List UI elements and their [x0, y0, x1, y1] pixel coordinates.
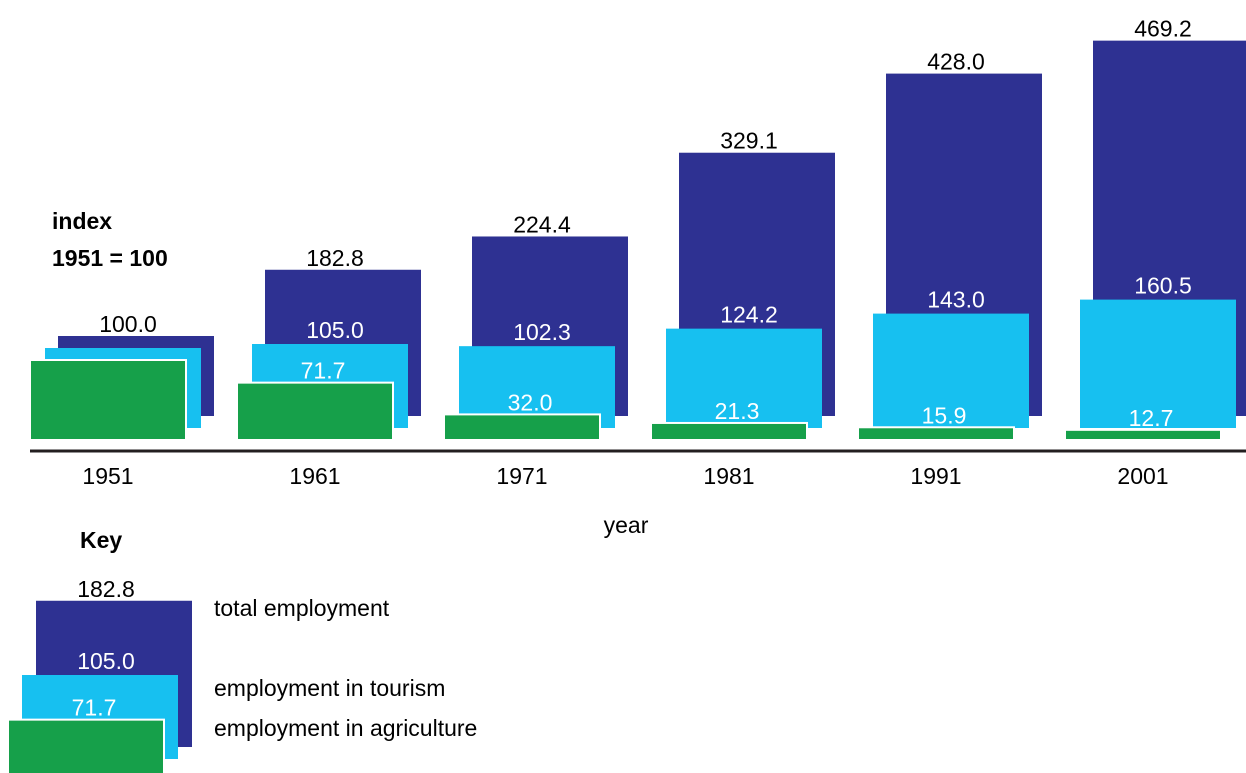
value-label-tourism: 143.0	[927, 287, 985, 313]
bar-group-1991: 428.0 143.0 15.9	[857, 49, 1042, 441]
x-tick-1951: 1951	[82, 463, 133, 489]
bar-group-1951: 100.0	[29, 311, 214, 441]
bar-employment-in-tourism	[1080, 299, 1236, 428]
legend-label-agriculture: employment in agriculture	[214, 715, 477, 741]
value-label-total: 224.4	[513, 211, 571, 237]
bar-employment-in-tourism	[666, 328, 822, 428]
value-label-agriculture: 32.0	[508, 389, 553, 415]
bar-group-1981: 329.1 124.2 21.3	[650, 128, 835, 441]
value-label-total: 100.0	[99, 311, 157, 337]
key-sample-label-total: 182.8	[77, 576, 135, 602]
legend-label-tourism: employment in tourism	[214, 675, 445, 701]
x-axis-label: year	[604, 512, 649, 538]
bar-group-2001: 469.2 160.5 12.7	[1064, 16, 1246, 441]
value-label-total: 182.8	[306, 245, 364, 271]
value-label-tourism: 105.0	[306, 317, 364, 343]
bar-employment-in-agriculture	[857, 426, 1015, 441]
bar-employment-in-agriculture	[29, 359, 187, 441]
x-tick-2001: 2001	[1117, 463, 1168, 489]
bar-employment-in-agriculture	[650, 421, 808, 441]
bar-employment-in-agriculture	[1064, 428, 1222, 441]
value-label-total: 428.0	[927, 49, 985, 75]
bar-group-1961: 182.8 105.0 71.7	[236, 245, 421, 442]
value-label-agriculture: 15.9	[922, 402, 967, 428]
bar-group-1971: 224.4 102.3 32.0	[443, 211, 628, 441]
value-label-total: 469.2	[1134, 16, 1192, 42]
bar-employment-in-tourism	[873, 313, 1029, 428]
bar-groups: 100.0 182.8 105.0 71.7 224.4 102.3 32.0 329.1 12…	[29, 16, 1246, 442]
x-tick-1971: 1971	[496, 463, 547, 489]
legend-label-total: total employment	[214, 595, 390, 621]
x-tick-1961: 1961	[289, 463, 340, 489]
value-label-total: 329.1	[720, 128, 778, 154]
value-label-agriculture: 21.3	[715, 398, 760, 424]
value-label-agriculture: 12.7	[1129, 405, 1174, 431]
value-label-tourism: 102.3	[513, 319, 571, 345]
y-axis-label-line-2: 1951 = 100	[52, 245, 168, 271]
y-axis-label-line-1: index	[52, 208, 112, 234]
key-sample-label-tourism: 105.0	[77, 648, 135, 674]
key-title: Key	[80, 527, 122, 553]
x-tick-1991: 1991	[910, 463, 961, 489]
key-swatch-agriculture	[7, 718, 165, 773]
bar-employment-in-agriculture	[443, 413, 601, 441]
key-sample-label-agriculture: 71.7	[72, 695, 117, 721]
value-label-tourism: 124.2	[720, 302, 778, 328]
value-label-tourism: 160.5	[1134, 273, 1192, 299]
bar-employment-in-agriculture	[236, 381, 394, 442]
x-tick-1981: 1981	[703, 463, 754, 489]
value-label-agriculture: 71.7	[301, 358, 346, 384]
x-tick-labels: 1951 1961 1971 1981 1991 2001	[82, 463, 1168, 489]
legend-key: 182.8 105.0 71.7 total employment employment…	[7, 576, 477, 773]
